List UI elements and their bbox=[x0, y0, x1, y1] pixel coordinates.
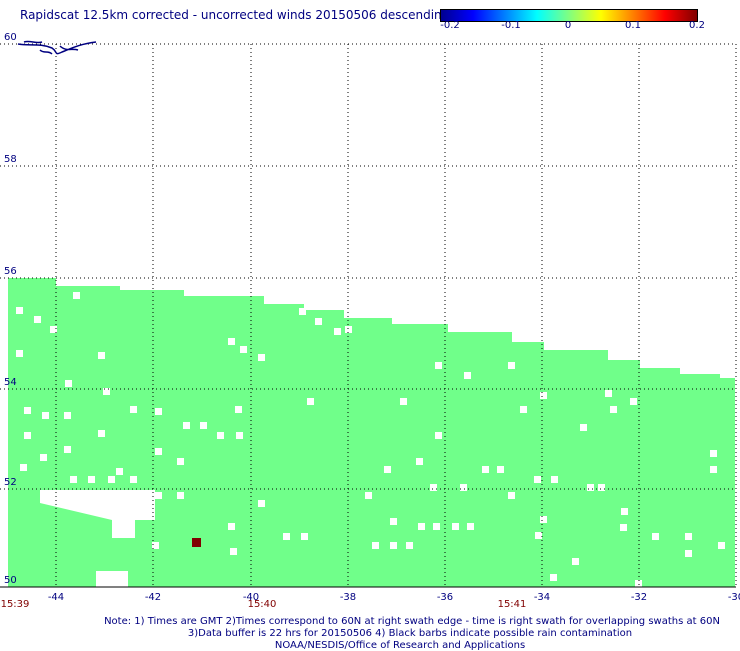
lon-tick-label: -30 bbox=[728, 592, 740, 603]
lon-tick-label: -38 bbox=[340, 592, 356, 603]
colorbar-tick: -0.2 bbox=[440, 20, 460, 31]
lat-tick-label: 50 bbox=[4, 575, 17, 586]
lon-tick-label: -42 bbox=[145, 592, 161, 603]
lat-tick-label: 58 bbox=[4, 154, 17, 165]
lat-lon-grid bbox=[0, 43, 737, 588]
lat-tick-label: 52 bbox=[4, 477, 17, 488]
anomaly-cell bbox=[192, 538, 201, 547]
coastline bbox=[17, 40, 97, 55]
lat-tick-label: 60 bbox=[4, 32, 17, 43]
time-label: 15:40 bbox=[247, 599, 277, 610]
lon-tick-label: -40 bbox=[243, 592, 259, 603]
footnote-line-3: NOAA/NESDIS/Office of Research and Appli… bbox=[274, 640, 526, 651]
colorbar-tick: 0 bbox=[564, 20, 572, 31]
time-label: 15:39 bbox=[0, 599, 30, 610]
lon-tick-label: -32 bbox=[631, 592, 647, 603]
colorbar-tick: 0.2 bbox=[689, 20, 705, 31]
lat-tick-label: 56 bbox=[4, 266, 17, 277]
lon-tick-label: -34 bbox=[534, 592, 550, 603]
missing-cells bbox=[16, 292, 725, 587]
lon-tick-label: -44 bbox=[48, 592, 64, 603]
time-label: 15:41 bbox=[497, 599, 527, 610]
footnote-line-2: 3)Data buffer is 22 hrs for 20150506 4) … bbox=[187, 628, 633, 639]
colorbar bbox=[440, 9, 698, 22]
colorbar-tick: 0.1 bbox=[625, 20, 641, 31]
footnote-line-1: Note: 1) Times are GMT 2)Times correspon… bbox=[104, 616, 720, 627]
colorbar-tick: -0.1 bbox=[501, 20, 521, 31]
lon-tick-label: -36 bbox=[437, 592, 453, 603]
lat-tick-label: 54 bbox=[4, 377, 17, 388]
swath-coverage bbox=[8, 278, 735, 587]
map-title: Rapidscat 12.5km corrected - uncorrected… bbox=[20, 8, 450, 22]
